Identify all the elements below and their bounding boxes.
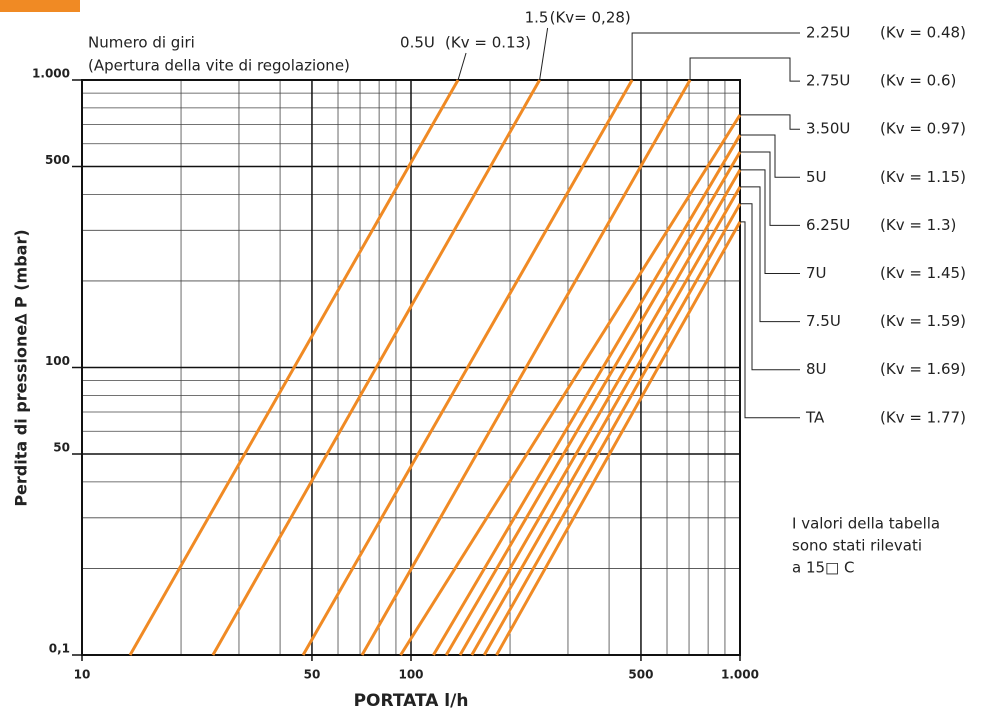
series-kv: (Kv = 0.97)	[880, 120, 966, 138]
leader-line	[539, 27, 549, 81]
leader-line	[740, 203, 800, 371]
series-kv: (Kv = 1.45)	[880, 264, 966, 282]
leader-line	[457, 52, 467, 81]
y-tick-label: 50	[53, 441, 70, 455]
leader-line	[740, 134, 800, 178]
series-label: 3.50U	[806, 120, 850, 138]
leader-line	[740, 114, 800, 130]
corner-tab	[0, 0, 80, 12]
data-line	[360, 79, 692, 656]
series-kv: (Kv = 1.77)	[880, 408, 966, 426]
series-label: 8U	[806, 360, 827, 378]
data-line	[495, 221, 742, 656]
y-tick-label: 500	[45, 153, 70, 167]
note: a 15□ C	[792, 559, 854, 577]
annotation: Numero di giri	[88, 34, 195, 52]
y-tick-label: 100	[45, 354, 70, 368]
series-label: 0.5U	[400, 34, 435, 52]
y-tick-label: 0,1	[49, 642, 70, 656]
series-label: 2.25U	[806, 24, 850, 42]
leader-line	[740, 169, 800, 274]
series-label: 2.75U	[806, 72, 850, 90]
note: I valori della tabella	[792, 515, 940, 533]
plot-frame	[81, 79, 741, 656]
x-tick-label: 500	[628, 668, 653, 682]
x-tick-label: 50	[304, 668, 321, 682]
x-tick-label: 10	[74, 668, 91, 682]
data-line	[432, 134, 742, 656]
series-label: 7.5U	[806, 312, 841, 330]
note: sono stati rilevati	[792, 537, 922, 555]
series-kv: (Kv = 1.3)	[880, 216, 956, 234]
data-line	[444, 151, 742, 656]
series-label: 6.25U	[806, 216, 850, 234]
data-line	[211, 79, 541, 656]
series-kv: (Kv = 0.48)	[880, 24, 966, 42]
series-label: 7U	[806, 264, 827, 282]
series-label: 5U	[806, 168, 827, 186]
data-line	[470, 186, 742, 656]
data-line	[399, 114, 742, 656]
data-line	[301, 79, 634, 656]
leader-line	[740, 186, 800, 323]
y-tick-label: 1.000	[32, 67, 70, 81]
leader-line	[689, 57, 800, 82]
series-kv: (Kv = 0.6)	[880, 72, 956, 90]
series-kv: (Kv = 1.15)	[880, 168, 966, 186]
series-label: TA	[805, 408, 825, 426]
series-kv: (Kv = 1.59)	[880, 312, 966, 330]
y-axis-label: Perdita di pressione∆ P (mbar)	[12, 229, 31, 506]
series-kv: (Kv = 1.69)	[880, 360, 966, 378]
data-line	[128, 79, 460, 656]
data-line	[482, 203, 742, 656]
series-kv: (Kv= 0,28)	[550, 9, 631, 27]
x-tick-label: 100	[398, 668, 423, 682]
data-line	[458, 169, 742, 656]
leader-line	[740, 151, 800, 226]
leader-line	[631, 32, 800, 80]
x-tick-label: 1.000	[721, 668, 759, 682]
leader-line	[740, 221, 800, 419]
x-axis-label: PORTATA l/h	[354, 691, 469, 711]
series-label: 1.5	[525, 9, 549, 27]
annotation: (Apertura della vite di regolazione)	[88, 57, 350, 75]
series-kv: (Kv = 0.13)	[445, 34, 531, 52]
